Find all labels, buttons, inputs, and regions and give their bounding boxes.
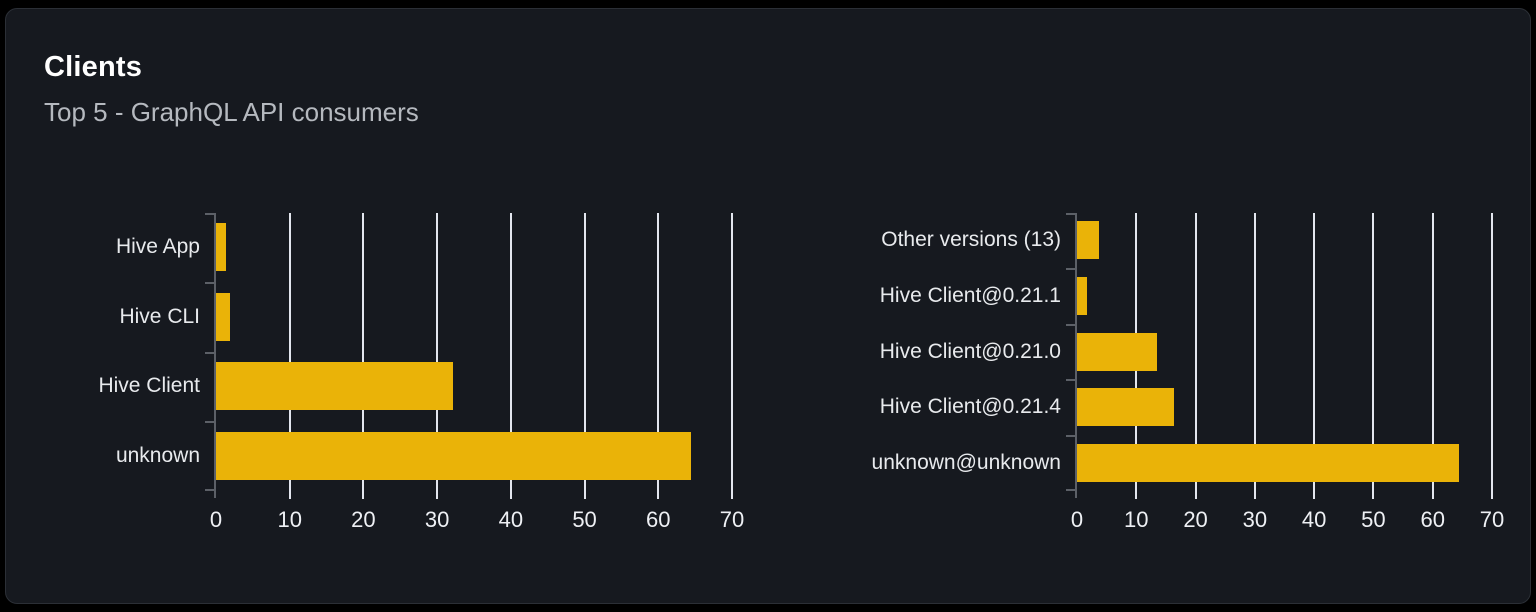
y-axis-tick (1066, 488, 1075, 491)
y-axis-line (214, 212, 216, 498)
x-tick-label-40: 40 (1301, 506, 1327, 532)
gridline-70 (1491, 212, 1493, 499)
x-tick-label-50: 50 (1361, 506, 1386, 532)
category-label-hive-client-0-21-1: Hive Client@0.21.1 (879, 283, 1061, 307)
x-tick-label-50: 50 (572, 506, 597, 532)
y-axis-tick (1066, 212, 1075, 215)
x-tick-label-20: 20 (1183, 506, 1208, 532)
y-axis-tick (205, 421, 214, 424)
y-axis-tick (1066, 268, 1075, 271)
y-axis-tick (1066, 434, 1075, 437)
clients-panel: Clients Top 5 - GraphQL API consumers Hi… (5, 8, 1531, 604)
category-label-hive-client-0-21-0: Hive Client@0.21.0 (879, 339, 1061, 363)
bar-hive-client-0-21-4[interactable] (1077, 388, 1174, 427)
panel-title: Clients (44, 51, 143, 83)
gridline-60 (1431, 212, 1434, 499)
x-tick-label-70: 70 (1479, 506, 1505, 532)
y-axis-tick (205, 351, 214, 354)
y-axis-tick (205, 282, 214, 285)
x-tick-label-0: 0 (209, 506, 223, 532)
plot-area-clients-by-version: 0 10 20 30 40 50 60 70 (1066, 212, 1504, 532)
bar-other-versions-13[interactable] (1077, 221, 1099, 260)
x-tick-label-30: 30 (1242, 506, 1268, 532)
bar-hive-client-0-21-0[interactable] (1077, 332, 1158, 371)
panel-subtitle: Top 5 - GraphQL API consumers (44, 97, 419, 128)
y-axis-tick (1066, 323, 1075, 326)
category-label-hive-app: Hive App (115, 235, 200, 259)
category-label-unknown: unknown (115, 443, 200, 467)
category-axis: Hive App Hive CLI Hive Client unknown (44, 213, 216, 491)
x-tick-label-10: 10 (277, 506, 302, 532)
gridline-20 (1194, 212, 1197, 499)
category-label-other-versions-13: Other versions (13) (881, 228, 1061, 252)
gridline-50 (583, 212, 586, 499)
category-label-unknown-unknown: unknown@unknown (871, 450, 1061, 474)
x-tick-label-20: 20 (351, 506, 376, 532)
y-axis-tick (1066, 379, 1075, 382)
x-tick-label-60: 60 (1420, 506, 1445, 532)
bar-hive-cli[interactable] (216, 292, 230, 341)
charts-row: Hive App Hive CLI Hive Client unknown 0 10 20 3… (44, 212, 1504, 532)
bar-hive-app[interactable] (216, 223, 226, 272)
clients-by-name-chart: Hive App Hive CLI Hive Client unknown 0 10 20 3… (44, 212, 744, 532)
x-tick-label-0: 0 (1070, 506, 1084, 532)
category-label-hive-cli: Hive CLI (119, 304, 200, 328)
bar-hive-client[interactable] (216, 362, 453, 411)
gridline-40 (509, 212, 512, 499)
y-axis-line (1075, 212, 1077, 498)
x-tick-label-30: 30 (424, 506, 450, 532)
gridline-10 (288, 212, 291, 499)
category-label-hive-client-0-21-4: Hive Client@0.21.4 (879, 395, 1061, 419)
category-axis: Other versions (13) Hive Client@0.21.1 Hiv… (846, 213, 1077, 491)
x-tick-label-40: 40 (498, 506, 524, 532)
x-tick-label-10: 10 (1124, 506, 1149, 532)
category-label-hive-client: Hive Client (98, 374, 200, 398)
gridline-30 (1253, 212, 1256, 499)
gridline-40 (1313, 212, 1316, 499)
y-axis-tick (205, 488, 214, 491)
gridline-50 (1372, 212, 1375, 499)
bar-unknown[interactable] (216, 431, 691, 480)
gridline-70 (731, 212, 733, 499)
x-tick-label-70: 70 (719, 506, 745, 532)
x-tick-label-60: 60 (646, 506, 671, 532)
gridline-60 (657, 212, 660, 499)
gridline-30 (436, 212, 439, 499)
gridline-20 (362, 212, 365, 499)
clients-by-version-chart: Other versions (13) Hive Client@0.21.1 Hiv… (846, 212, 1504, 532)
y-axis-tick (205, 212, 214, 215)
plot-area-clients-by-name: 0 10 20 30 40 50 60 70 (205, 212, 744, 532)
bar-unknown-unknown[interactable] (1077, 443, 1459, 482)
bar-hive-client-0-21-1[interactable] (1077, 276, 1088, 315)
